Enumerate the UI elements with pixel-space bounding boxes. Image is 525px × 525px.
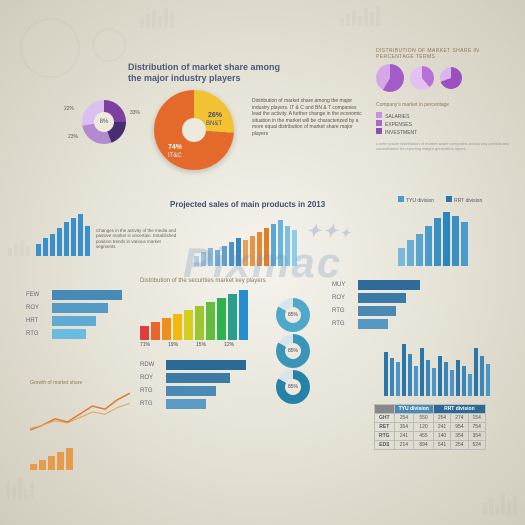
hbar-row: RTG xyxy=(140,386,246,396)
pie-icon xyxy=(376,64,404,92)
donut-pct-label: 23% xyxy=(68,134,78,140)
legend-title: Company's market in percentage xyxy=(376,102,516,108)
hbar-row: ROY xyxy=(140,373,246,383)
right-top-barchart: TYU division RRT division xyxy=(398,196,482,266)
star-icon: ✦✦✦ xyxy=(306,221,352,242)
left-hbar-chart: FEW ROY HRT RTG xyxy=(26,290,122,342)
page-title: Distribution of market share among the m… xyxy=(128,62,288,84)
body-paragraph: Distribution of market share among the m… xyxy=(252,98,362,137)
donut-center-label: 8% xyxy=(94,112,114,132)
mid-left-barchart xyxy=(36,210,90,256)
center-top-barchart xyxy=(194,218,297,266)
legend-item: INVESTMENT xyxy=(376,128,516,136)
hbar-row: RTG xyxy=(332,319,420,329)
hbar-row: FEW xyxy=(26,290,122,300)
slice-label: IT&C xyxy=(168,153,182,159)
donut-trio: 85%85%85% xyxy=(276,298,310,406)
hbar-row: HRT xyxy=(26,316,122,326)
pct-label: 15% xyxy=(196,342,206,348)
bg-ghost-bars xyxy=(340,6,380,26)
slice-label: BN&T xyxy=(206,121,222,127)
small-donut-chart: 8% 22% 33% 23% xyxy=(82,100,126,144)
donut-pct-label: 33% xyxy=(130,110,140,116)
hbar-row: RTG xyxy=(140,399,246,409)
donut-icon xyxy=(154,90,234,170)
hbar-row: ROY xyxy=(332,293,420,303)
legend-item: RRT division xyxy=(446,196,482,204)
data-table: TYU divisionRRT divisionGHT2545502542741… xyxy=(374,404,486,450)
rainbow-barchart: Distribution of the securities market ke… xyxy=(140,278,266,348)
bg-ghost-bars xyxy=(8,240,30,256)
main-donut-chart: 26% BN&T 74% IT&C xyxy=(154,90,234,170)
bg-ghost-bars xyxy=(6,477,34,499)
slice-pct: 74% xyxy=(168,144,182,151)
mid-left-note: Changes in the activity of the media and… xyxy=(96,228,180,250)
pie-icon xyxy=(440,67,462,89)
legend-item: SALARIES xyxy=(376,112,516,120)
bg-ghost-circle xyxy=(20,18,80,78)
group-title: Distribution of market share in percenta… xyxy=(376,48,516,60)
pct-label: 19% xyxy=(168,342,178,348)
right-hbar-chart: MUY ROY RTG RTG xyxy=(332,280,420,332)
pct-label: 71% xyxy=(140,342,150,348)
bg-ghost-bars xyxy=(140,8,174,28)
hbar-row: ROY xyxy=(26,303,122,313)
line-chart-icon xyxy=(30,388,130,438)
pct-label: 12% xyxy=(224,342,234,348)
bottom-left-chart: Growth of market share xyxy=(30,380,130,470)
chart-title: Distribution of the securities market ke… xyxy=(140,278,266,284)
projected-title: Projected sales of main products in 2013 xyxy=(170,200,325,209)
hbar-row: RDW xyxy=(140,360,246,370)
hbar-row: MUY xyxy=(332,280,420,290)
bg-ghost-bars xyxy=(483,493,517,515)
hbar-row: RTG xyxy=(26,329,122,339)
legend-item: TYU division xyxy=(398,196,434,204)
pie-icon xyxy=(410,66,434,90)
purple-pie-group: Distribution of market share in percenta… xyxy=(376,48,516,152)
center-hbar-chart: RDW ROY RTG RTG xyxy=(140,360,246,412)
header-title: Distribution of market share among the m… xyxy=(128,62,288,84)
donut-icon: 8% xyxy=(82,100,126,144)
hbar-row: RTG xyxy=(332,306,420,316)
bg-ghost-circle xyxy=(92,28,126,62)
donut-pct-label: 22% xyxy=(64,106,74,112)
slice-pct: 26% xyxy=(208,112,222,119)
bottom-right-barchart xyxy=(384,340,490,396)
chart-title: Growth of market share xyxy=(30,380,130,386)
legend-item: EXPENSES xyxy=(376,120,516,128)
